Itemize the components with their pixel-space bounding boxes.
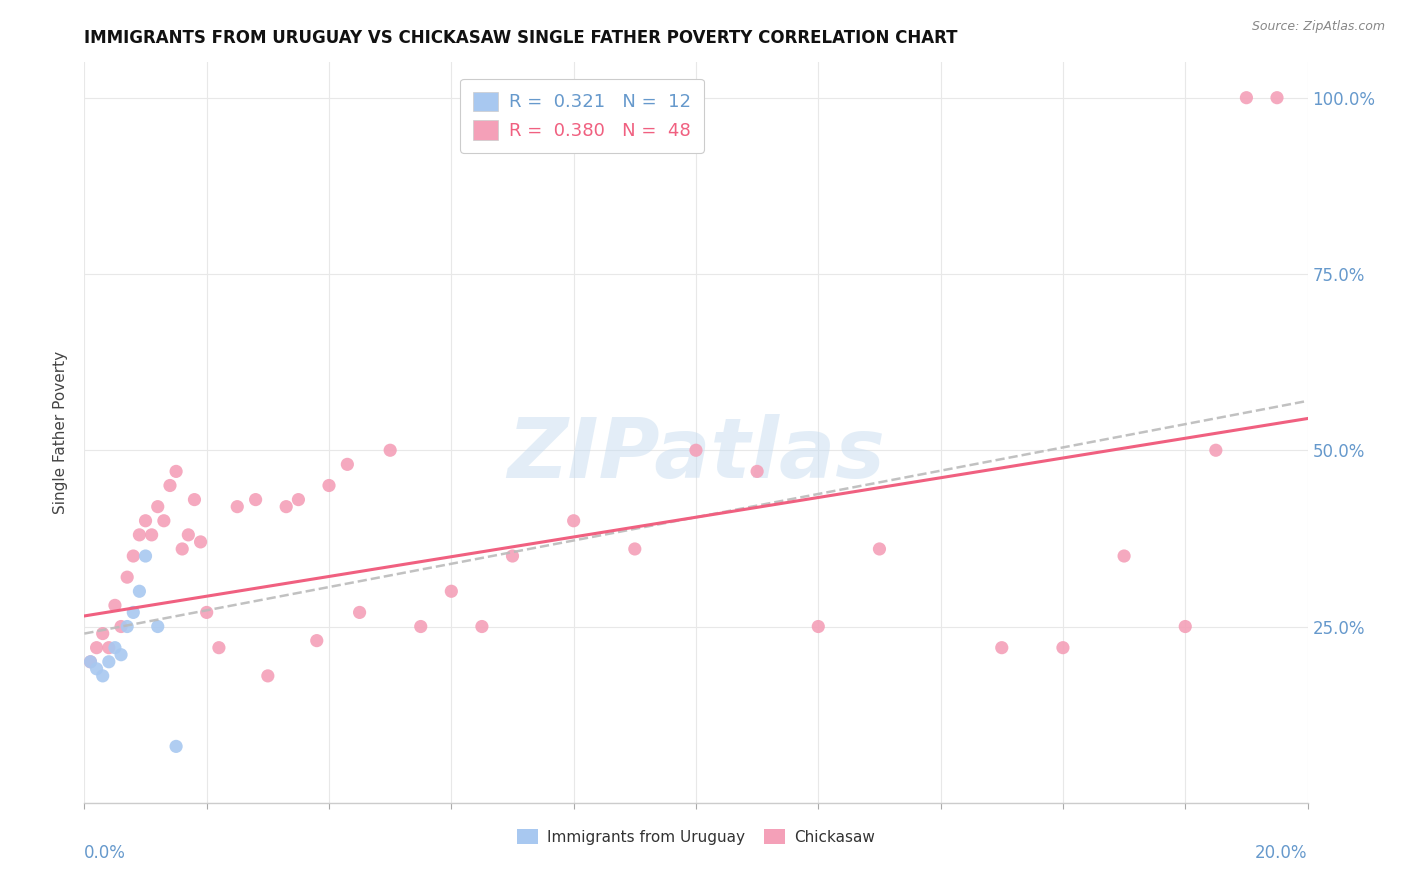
Point xyxy=(110,648,132,662)
Point xyxy=(409,619,432,633)
Y-axis label: Single Father Poverty: Single Father Poverty xyxy=(53,351,69,514)
Point xyxy=(177,528,200,542)
Text: Source: ZipAtlas.com: Source: ZipAtlas.com xyxy=(1251,20,1385,33)
Point xyxy=(685,443,707,458)
Point xyxy=(146,500,169,514)
Point xyxy=(747,464,769,478)
Point xyxy=(380,443,402,458)
Point xyxy=(79,655,101,669)
Point xyxy=(471,619,494,633)
Text: 20.0%: 20.0% xyxy=(1256,844,1308,862)
Point xyxy=(287,492,309,507)
Point xyxy=(115,619,138,633)
Point xyxy=(159,478,181,492)
Point xyxy=(146,619,169,633)
Point xyxy=(128,528,150,542)
Point xyxy=(86,662,108,676)
Point xyxy=(245,492,267,507)
Point xyxy=(91,669,114,683)
Point xyxy=(141,528,163,542)
Point xyxy=(349,606,371,620)
Point xyxy=(110,619,132,633)
Point xyxy=(122,606,145,620)
Point xyxy=(104,599,127,613)
Point xyxy=(190,535,212,549)
Point xyxy=(276,500,298,514)
Point xyxy=(79,655,101,669)
Point xyxy=(1114,549,1136,563)
Point xyxy=(135,549,157,563)
Text: 0.0%: 0.0% xyxy=(84,844,127,862)
Point xyxy=(991,640,1014,655)
Point xyxy=(165,464,187,478)
Text: IMMIGRANTS FROM URUGUAY VS CHICKASAW SINGLE FATHER POVERTY CORRELATION CHART: IMMIGRANTS FROM URUGUAY VS CHICKASAW SIN… xyxy=(84,29,957,47)
Point xyxy=(1174,619,1197,633)
Point xyxy=(562,514,585,528)
Point xyxy=(172,541,194,556)
Point xyxy=(195,606,218,620)
Point xyxy=(318,478,340,492)
Point xyxy=(97,640,120,655)
Point xyxy=(440,584,463,599)
Point xyxy=(807,619,830,633)
Point xyxy=(502,549,524,563)
Point xyxy=(226,500,249,514)
Point xyxy=(257,669,280,683)
Point xyxy=(97,655,120,669)
Point xyxy=(1265,91,1288,105)
Point xyxy=(183,492,205,507)
Point xyxy=(869,541,891,556)
Point xyxy=(336,458,359,472)
Point xyxy=(1236,91,1258,105)
Point xyxy=(128,584,150,599)
Point xyxy=(104,640,127,655)
Point xyxy=(122,549,145,563)
Point xyxy=(91,626,114,640)
Text: ZIPatlas: ZIPatlas xyxy=(508,414,884,495)
Point xyxy=(115,570,138,584)
Point xyxy=(165,739,187,754)
Point xyxy=(153,514,176,528)
Point xyxy=(1205,443,1227,458)
Point xyxy=(1052,640,1074,655)
Point xyxy=(86,640,108,655)
Legend: Immigrants from Uruguay, Chickasaw: Immigrants from Uruguay, Chickasaw xyxy=(510,822,882,851)
Point xyxy=(305,633,328,648)
Point xyxy=(135,514,157,528)
Point xyxy=(624,541,647,556)
Point xyxy=(208,640,231,655)
